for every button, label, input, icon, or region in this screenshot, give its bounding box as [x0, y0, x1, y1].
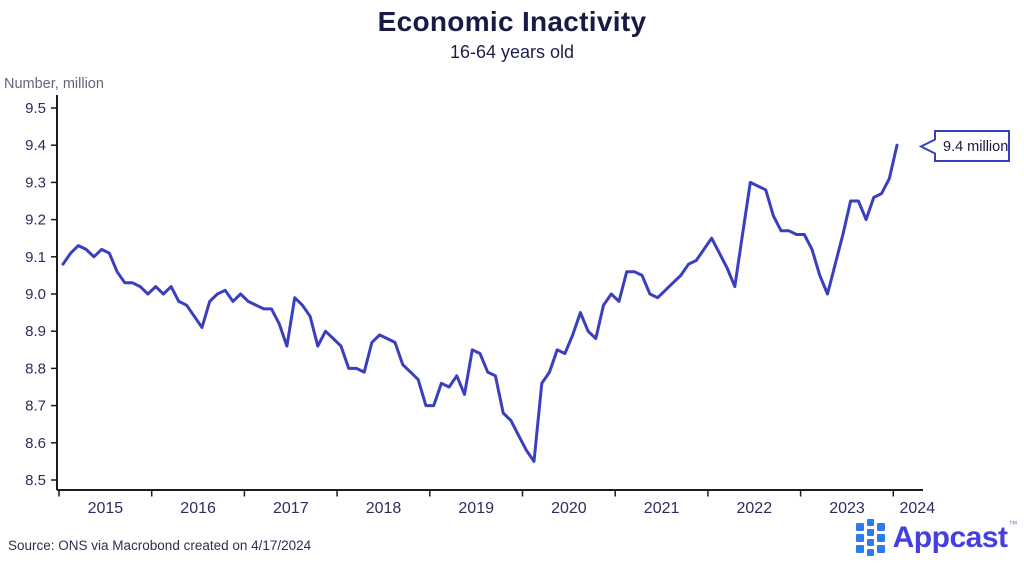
chart-subtitle: 16-64 years old: [449, 42, 575, 62]
x-tick-label: 2022: [737, 500, 773, 517]
y-tick-label: 9.0: [25, 286, 46, 303]
annotation-box: [918, 130, 1010, 162]
x-tick-label: 2020: [551, 500, 587, 517]
x-tick-label: 2021: [644, 500, 680, 517]
y-tick-label: 8.5: [25, 472, 46, 489]
x-tick-label: 2017: [273, 500, 309, 517]
annotation-callout: 9.4 million: [918, 130, 1010, 162]
y-axis-label: Number, million: [4, 76, 104, 92]
x-tick-label: 2016: [180, 500, 216, 517]
x-tick-label: 2024: [900, 500, 936, 517]
appcast-logo: Appcast™: [855, 518, 1018, 556]
chart-title: Economic Inactivity: [377, 6, 647, 37]
y-tick-label: 9.4: [25, 137, 46, 154]
source-note: Source: ONS via Macrobond created on 4/1…: [8, 538, 312, 553]
x-tick-label: 2018: [366, 500, 402, 517]
y-tick-label: 8.8: [25, 360, 46, 377]
y-tick-label: 8.7: [25, 398, 46, 415]
y-axis-ticks: 9.5 9.4 9.3 9.2 9.1 9.0 8.9 8.8 8.7 8.6 8.5: [25, 100, 57, 489]
appcast-logo-icon: [855, 519, 885, 556]
inactivity-line-series: [61, 143, 899, 463]
x-tick-label: 2019: [458, 500, 494, 517]
y-tick-label: 8.9: [25, 323, 46, 340]
x-tick-label: 2023: [829, 500, 865, 517]
axes: [56, 95, 923, 491]
y-tick-label: 9.5: [25, 100, 46, 117]
y-tick-label: 9.1: [25, 249, 46, 266]
y-tick-label: 9.2: [25, 212, 46, 229]
trademark-symbol: ™: [1008, 518, 1018, 529]
x-tick-label: 2015: [88, 500, 124, 517]
y-tick-label: 9.3: [25, 174, 46, 191]
x-axis-ticks: 2015 2016 2017 2018 2019 2020 2021 2022 2023 2024: [58, 490, 936, 517]
appcast-wordmark: Appcast™: [892, 518, 1018, 554]
annotation-text: 9.4 million: [943, 139, 1008, 155]
y-tick-label: 8.6: [25, 435, 46, 452]
